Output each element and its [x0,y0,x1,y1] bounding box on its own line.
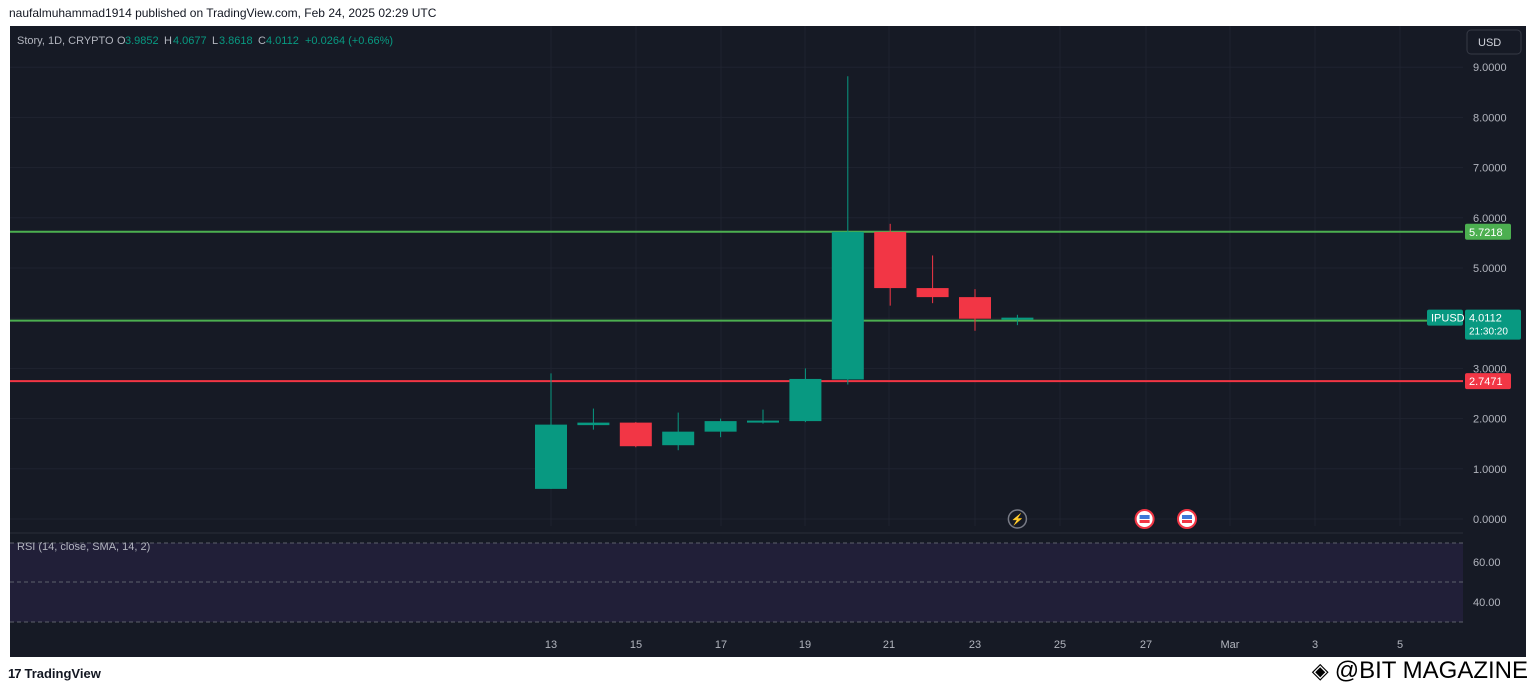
candle[interactable] [874,223,907,306]
rsi-band [10,543,1463,622]
y-tick-label: 0.0000 [1473,514,1507,526]
rsi-pane[interactable]: RSI (14, close, SMA, 14, 2) 60.00 40.00 [10,532,1501,623]
level-price-label: 5.7218 [1469,227,1503,239]
candle[interactable] [1001,314,1034,326]
currency-button[interactable]: USD [1466,29,1522,55]
candle-body [747,420,779,423]
legend-open-label: O [117,35,126,47]
candle[interactable] [619,422,652,448]
legend-symbol: Story, 1D, CRYPTO [17,35,114,47]
candle-body [619,422,652,447]
level-price-tag [1465,373,1511,390]
candle-body [662,431,695,446]
level-price-label: 2.7471 [1469,376,1503,388]
candle-body [874,231,907,289]
x-tick-label: Mar [1221,639,1240,651]
candle-body [916,288,949,298]
flag-icon-bottom [1182,520,1192,523]
level-price-tag [1465,223,1511,240]
candle[interactable] [704,418,737,438]
x-tick-label: 19 [799,639,811,651]
x-tick-label: 5 [1397,639,1403,651]
binance-diamond-icon: ◈ [1311,658,1329,683]
x-tick-label: 23 [969,639,981,651]
watermark-text: @BIT MAGAZINE [1334,657,1528,684]
publish-info: naufalmuhammad1914 published on TradingV… [9,6,437,20]
lightning-icon-glyph: ⚡ [1011,513,1025,526]
symbol-tag [1427,309,1463,326]
x-tick-label: 17 [715,639,727,651]
y-tick-label: 5.0000 [1473,263,1507,275]
rsi-label: RSI (14, close, SMA, 14, 2) [17,541,150,553]
candle-body [535,424,567,489]
x-tick-label: 13 [545,639,557,651]
legend-low-value: 3.8618 [219,35,253,47]
x-tick-label: 27 [1140,639,1152,651]
y-tick-label: 7.0000 [1473,163,1507,175]
legend-close-label: C [258,35,266,47]
y-tick-label: 1.0000 [1473,464,1507,476]
x-tick-label: 21 [883,639,895,651]
x-tick-label: 25 [1054,639,1066,651]
rsi-tick-60: 60.00 [1473,557,1501,569]
last-price-value: 4.0112 [1469,313,1502,325]
legend-high-value: 4.0677 [173,35,207,47]
y-tick-label: 2.0000 [1473,414,1507,426]
candle-body [789,378,822,422]
chart-frame[interactable]: Story, 1D, CRYPTO O 3.9852 H 4.0677 L 3.… [10,26,1526,657]
tradingview-logo-text: TradingView [24,666,101,681]
candle[interactable] [831,76,864,385]
y-tick-label: 8.0000 [1473,112,1507,124]
publish-header: naufalmuhammad1914 published on TradingV… [0,0,1536,26]
legend-close-value: 4.0112 [266,35,299,47]
candle[interactable] [959,289,991,331]
tradingview-logo[interactable]: 17 TradingView [8,666,101,681]
x-tick-label: 15 [630,639,642,651]
currency-label: USD [1478,37,1501,49]
flag-icon-top [1139,515,1150,519]
candle[interactable] [747,409,779,424]
x-tick-label: 3 [1312,639,1318,651]
footer: 17 TradingView ◈ @BIT MAGAZINE [0,657,1536,691]
legend-low-label: L [212,35,218,47]
candle-body [704,421,737,432]
candle[interactable] [662,412,695,451]
candle[interactable] [916,255,949,304]
lightning-icon-ring [1007,509,1028,529]
candle[interactable] [577,408,610,430]
y-tick-label: 3.0000 [1473,363,1507,375]
flag-icon-bottom [1139,520,1150,523]
lightning-icon[interactable]: ⚡ [1007,509,1028,529]
legend-open-value: 3.9852 [125,35,159,47]
flag-icon[interactable] [1134,509,1155,529]
flag-icon[interactable] [1177,509,1197,529]
legend-change: +0.0264 (+0.66%) [305,35,393,47]
legend-high-label: H [164,35,172,47]
flag-icon-top [1182,515,1192,519]
symbol-tag-label: IPUSD [1431,313,1465,325]
candle[interactable] [789,368,822,423]
candle-body [577,422,610,426]
rsi-tick-40: 40.00 [1473,597,1501,609]
tradingview-logo-icon: 17 [8,666,22,681]
candle[interactable] [535,373,567,489]
y-tick-label: 6.0000 [1473,213,1507,225]
candle-body [959,297,991,319]
watermark: ◈ @BIT MAGAZINE [1312,657,1528,685]
candle-body [1001,317,1034,320]
last-price-tag [1465,309,1521,340]
y-tick-label: 9.0000 [1473,62,1507,74]
candlestick-chart[interactable]: Story, 1D, CRYPTO O 3.9852 H 4.0677 L 3.… [10,26,1526,657]
candle-body [831,231,864,380]
countdown-timer: 21:30:20 [1469,327,1508,338]
